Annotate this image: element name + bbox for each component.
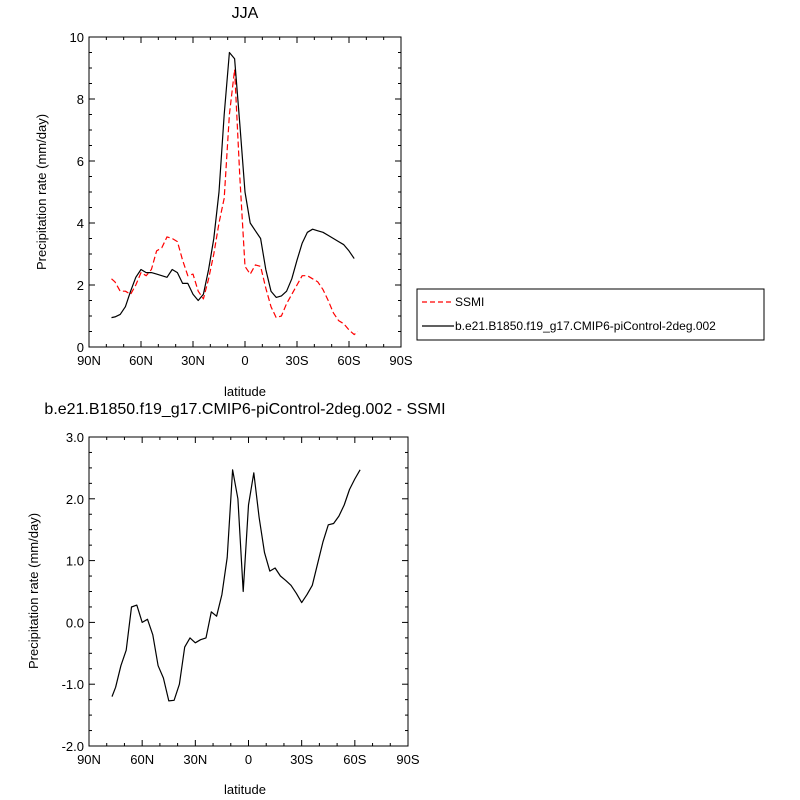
- chart-bottom-ytick-label: -2.0: [62, 739, 84, 754]
- chart-bottom-xtick-label: 90N: [77, 752, 101, 767]
- chart-top-frame: [88, 36, 402, 348]
- chart-top-ytick-label: 0: [77, 340, 84, 355]
- chart-top: JJA Precipitation rate (mm/day) latitude…: [34, 5, 413, 399]
- chart-top-xtick-label: 60N: [129, 353, 153, 368]
- legend-box: [416, 288, 765, 341]
- chart-top-xlabel: latitude: [224, 384, 266, 399]
- chart-bottom: b.e21.B1850.f19_g17.CMIP6-piControl-2deg…: [26, 401, 446, 797]
- chart-bottom-series-line-0: [111, 469, 361, 702]
- chart-top-legend: SSMI b.e21.B1850.f19_g17.CMIP6-piControl…: [416, 288, 765, 341]
- chart-top-xtick-label: 0: [241, 353, 248, 368]
- chart-top-series-line-0: [111, 68, 359, 336]
- chart-top-ytick-label: 4: [77, 216, 84, 231]
- chart-top-ytick-label: 2: [77, 278, 84, 293]
- chart-top-xtick-label: 60S: [337, 353, 360, 368]
- chart-bottom-xtick-label: 30N: [183, 752, 207, 767]
- chart-top-xtick-label: 90S: [389, 353, 412, 368]
- chart-bottom-ytick-label: 1.0: [66, 554, 84, 569]
- chart-top-xtick-label: 30N: [181, 353, 205, 368]
- chart-bottom-ytick-label: 0.0: [66, 615, 84, 630]
- chart-bottom-xtick-label: 60N: [130, 752, 154, 767]
- chart-bottom-xtick-label: 60S: [343, 752, 366, 767]
- chart-bottom-ytick-label: 2.0: [66, 492, 84, 507]
- legend-label-model: b.e21.B1850.f19_g17.CMIP6-piControl-2deg…: [455, 319, 716, 333]
- chart-top-ytick-label: 8: [77, 92, 84, 107]
- chart-bottom-xtick-label: 90S: [396, 752, 419, 767]
- legend-label-ssmi: SSMI: [455, 295, 484, 309]
- chart-top-xtick-label: 30S: [285, 353, 308, 368]
- chart-bottom-ytick-label: -1.0: [62, 677, 84, 692]
- chart-bottom-title: b.e21.B1850.f19_g17.CMIP6-piControl-2deg…: [44, 401, 445, 418]
- chart-bottom-xtick-label: 0: [245, 752, 252, 767]
- chart-top-series-line-1: [111, 51, 355, 319]
- chart-bottom-frame: [88, 436, 409, 747]
- chart-top-ytick-label: 6: [77, 154, 84, 169]
- chart-bottom-xtick-label: 30S: [290, 752, 313, 767]
- chart-top-xtick-label: 90N: [77, 353, 101, 368]
- chart-top-ylabel: Precipitation rate (mm/day): [34, 114, 49, 270]
- chart-bottom-xlabel: latitude: [224, 782, 266, 797]
- chart-top-title: JJA: [232, 5, 259, 22]
- chart-top-ytick-label: 10: [70, 30, 84, 45]
- chart-bottom-ytick-label: 3.0: [66, 430, 84, 445]
- chart-bottom-ylabel: Precipitation rate (mm/day): [26, 513, 41, 669]
